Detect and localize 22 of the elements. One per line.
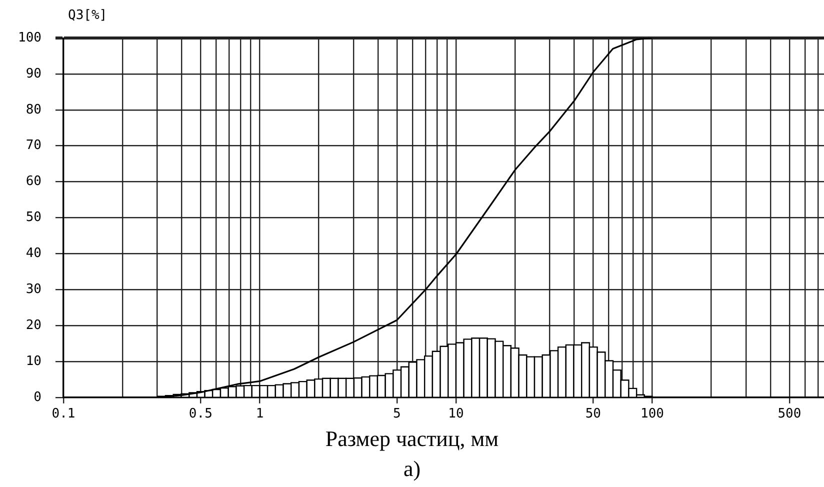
y-tick-label: 30 [26,282,42,297]
y-tick-label: 20 [26,318,42,333]
y-tick-label: 100 [18,30,42,46]
y-tick-label: 40 [26,246,42,262]
y-tick-label: 50 [26,210,42,226]
y-tick-label: 70 [26,138,42,154]
x-tick-label: 1 [256,406,264,422]
y-tick-label: 90 [26,66,42,82]
x-tick-label: 10 [448,406,464,422]
y-tick-label: 60 [26,174,42,190]
y-tick-label: 10 [26,354,42,369]
text: а) [402,456,422,482]
x-tick-label: 0.1 [52,406,76,422]
x-tick-label: 0.5 [188,406,212,422]
x-tick-label: 5 [393,406,401,422]
y-tick-label: 80 [26,102,42,118]
y-tick-label: 0 [34,390,42,405]
x-tick-label: 500 [778,406,802,422]
x-axis-title: Размер частиц, мм [324,426,500,452]
x-tick-label: 100 [640,406,664,422]
x-tick-label: 50 [585,406,602,422]
y-axis-title: Q3[%] [68,8,108,23]
